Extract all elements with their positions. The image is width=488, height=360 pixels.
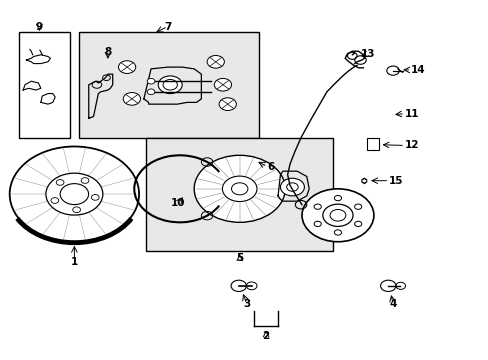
Circle shape (219, 98, 236, 111)
Circle shape (214, 78, 231, 91)
Circle shape (280, 178, 304, 196)
Text: 5: 5 (236, 253, 243, 263)
Text: 2: 2 (262, 331, 269, 341)
Text: 14: 14 (410, 65, 425, 75)
Circle shape (10, 147, 139, 242)
Text: 13: 13 (360, 49, 374, 59)
Circle shape (46, 173, 102, 215)
Circle shape (118, 61, 136, 73)
Bar (366, 138, 378, 150)
Circle shape (222, 176, 257, 202)
Text: 3: 3 (243, 299, 250, 309)
Circle shape (302, 189, 373, 242)
Text: 10: 10 (171, 198, 185, 208)
Text: 15: 15 (388, 176, 403, 186)
Circle shape (147, 78, 155, 84)
Circle shape (158, 76, 182, 94)
Circle shape (207, 55, 224, 68)
Bar (79, 32, 258, 138)
Text: 12: 12 (404, 140, 419, 150)
Bar (19, 32, 69, 138)
Text: 1: 1 (71, 257, 78, 267)
Text: 4: 4 (388, 299, 396, 309)
Circle shape (123, 93, 140, 105)
Text: 6: 6 (267, 162, 274, 172)
Circle shape (194, 155, 285, 222)
Circle shape (147, 89, 155, 95)
Text: 11: 11 (404, 109, 419, 119)
Text: 7: 7 (164, 22, 171, 32)
Text: 9: 9 (36, 22, 43, 32)
Text: 8: 8 (104, 47, 111, 57)
Bar (146, 138, 332, 251)
